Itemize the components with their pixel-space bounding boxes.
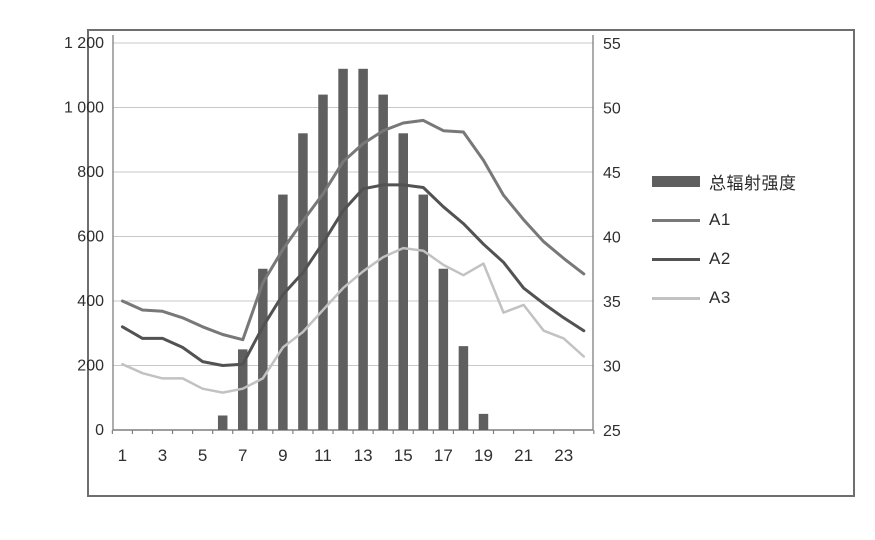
x-axis-tick-label: 9 <box>278 446 287 465</box>
right-axis-tick-label: 40 <box>603 230 621 247</box>
x-axis-tick-label: 1 <box>118 446 127 465</box>
bar-18 <box>458 346 469 430</box>
bar-14 <box>378 94 388 430</box>
x-axis-tick-label: 11 <box>314 446 332 465</box>
legend-item-a2: A2 <box>652 248 797 270</box>
bar-12 <box>338 68 348 431</box>
legend-item-a3: A3 <box>652 287 797 309</box>
left-axis-tick-label: 1 200 <box>64 35 104 52</box>
right-axis-tick-label: 50 <box>603 101 621 118</box>
right-axis-tick-label: 30 <box>603 359 621 376</box>
left-axis-tick-label: 600 <box>77 229 104 246</box>
bar-6 <box>217 415 228 430</box>
left-axis-tick-label: 800 <box>77 164 104 181</box>
line-swatch-a2-icon <box>652 257 700 261</box>
line-swatch-a1-icon <box>652 218 700 222</box>
bar-10 <box>298 133 308 431</box>
legend-label-a3: A3 <box>709 288 731 307</box>
legend-item-a1: A1 <box>652 209 797 231</box>
line-series-a2 <box>120 183 586 367</box>
left-axis-tick-label: 0 <box>95 422 104 439</box>
bar-11 <box>318 94 328 430</box>
bar-15 <box>398 133 408 431</box>
bar-9 <box>278 194 288 430</box>
x-axis-tick-label: 7 <box>238 446 247 465</box>
x-axis-tick-label: 15 <box>394 446 413 465</box>
x-axis-tick-label: 23 <box>554 446 573 465</box>
legend-label-radiation: 总辐射强度 <box>709 173 797 193</box>
bar-8 <box>258 268 268 430</box>
x-axis-tick-label: 5 <box>198 446 207 465</box>
x-axis-tick-label: 21 <box>514 446 533 465</box>
line-series-a3 <box>121 246 586 394</box>
x-axis-tick-label: 17 <box>434 446 453 465</box>
right-axis-tick-label: 25 <box>603 423 621 440</box>
x-axis-tick-label: 19 <box>474 446 493 465</box>
right-axis-tick-label: 45 <box>603 165 621 182</box>
bar-swatch-icon <box>652 175 700 187</box>
right-axis-tick-label: 35 <box>603 294 621 311</box>
left-axis-tick-label: 400 <box>77 293 104 310</box>
legend-label-a1: A1 <box>709 210 731 229</box>
legend-label-a2: A2 <box>709 249 731 268</box>
bar-17 <box>438 268 449 430</box>
right-axis-tick-label: 55 <box>603 36 621 53</box>
line-swatch-a3-icon <box>652 296 700 300</box>
left-axis-tick-label: 200 <box>77 358 104 375</box>
bar-13 <box>358 68 368 431</box>
legend: 总辐射强度 A1 A2 A3 <box>652 170 797 309</box>
left-axis-tick-label: 1 000 <box>64 100 104 117</box>
line-series-a1 <box>120 118 586 342</box>
x-axis-tick-label: 13 <box>354 446 373 465</box>
x-axis-tick-label: 3 <box>158 446 167 465</box>
bar-19 <box>478 413 489 430</box>
legend-item-radiation: 总辐射强度 <box>652 170 797 193</box>
bar-16 <box>418 194 429 430</box>
